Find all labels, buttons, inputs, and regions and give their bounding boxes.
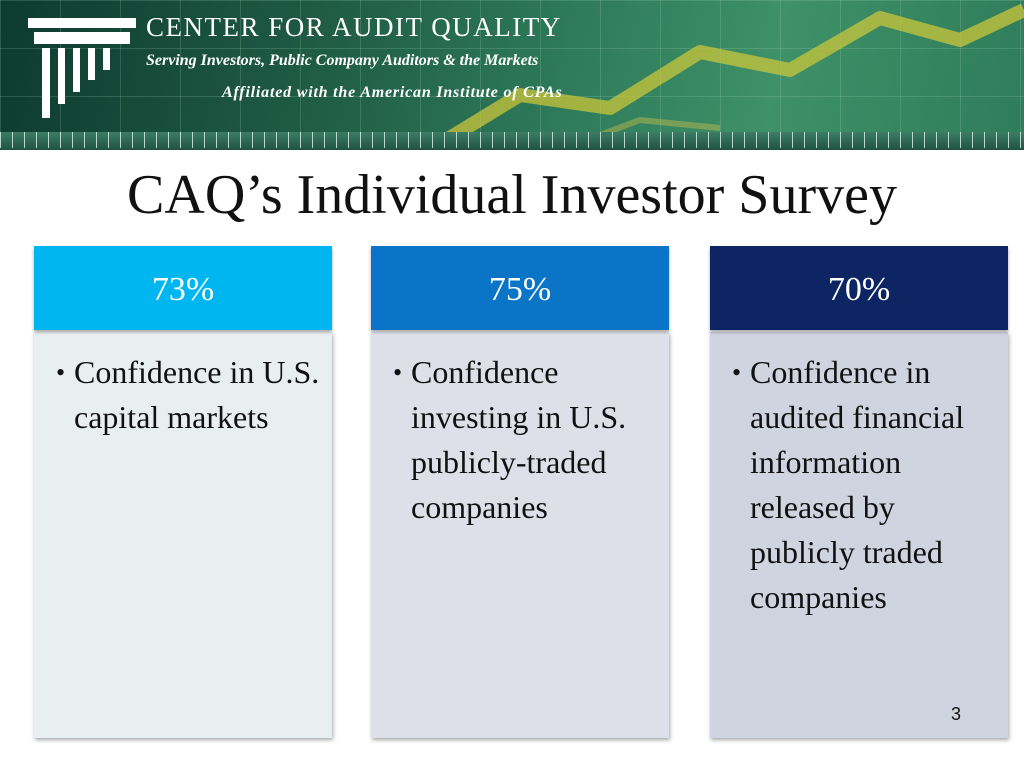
stat-header-1: 73% xyxy=(34,246,332,330)
banner-ruler-ticks xyxy=(0,132,1024,148)
org-affiliation: Affiliated with the American Institute o… xyxy=(222,84,563,101)
bullet-icon: • xyxy=(56,358,66,387)
stat-column-1: 73% • Confidence in U.S. capital markets xyxy=(34,246,332,738)
stat-description-1: Confidence in U.S. capital markets xyxy=(74,354,320,435)
bullet-item-1: • Confidence in U.S. capital markets xyxy=(56,350,322,440)
stat-value-1: 73% xyxy=(151,271,215,309)
slide-title: CAQ’s Individual Investor Survey xyxy=(127,164,897,226)
stat-body-2: • Confidence investing in U.S. publicly-… xyxy=(371,332,669,738)
org-tagline: Serving Investors, Public Company Audito… xyxy=(146,52,539,69)
caq-column-logo-icon xyxy=(28,18,136,118)
bullet-item-3: • Confidence in audited financial inform… xyxy=(732,350,998,620)
stat-description-2: Confidence investing in U.S. publicly-tr… xyxy=(411,354,627,525)
stat-value-2: 75% xyxy=(488,271,552,309)
stat-description-3: Confidence in audited financial informat… xyxy=(750,354,965,615)
stat-header-2: 75% xyxy=(371,246,669,330)
org-name: CENTER FOR AUDIT QUALITY xyxy=(146,12,562,42)
stat-column-2: 75% • Confidence investing in U.S. publi… xyxy=(371,246,669,738)
stat-value-3: 70% xyxy=(827,271,891,309)
stat-column-3: 70% • Confidence in audited financial in… xyxy=(710,246,1008,738)
stat-body-3: • Confidence in audited financial inform… xyxy=(710,332,1008,738)
page-number: 3 xyxy=(950,704,961,724)
bullet-icon: • xyxy=(393,358,403,387)
banner-grid-background xyxy=(0,0,1024,150)
header-banner: CENTER FOR AUDIT QUALITY Serving Investo… xyxy=(0,0,1024,150)
stat-header-3: 70% xyxy=(710,246,1008,330)
stat-body-1: • Confidence in U.S. capital markets xyxy=(34,332,332,738)
bullet-item-2: • Confidence investing in U.S. publicly-… xyxy=(393,350,659,530)
bullet-icon: • xyxy=(732,358,742,387)
